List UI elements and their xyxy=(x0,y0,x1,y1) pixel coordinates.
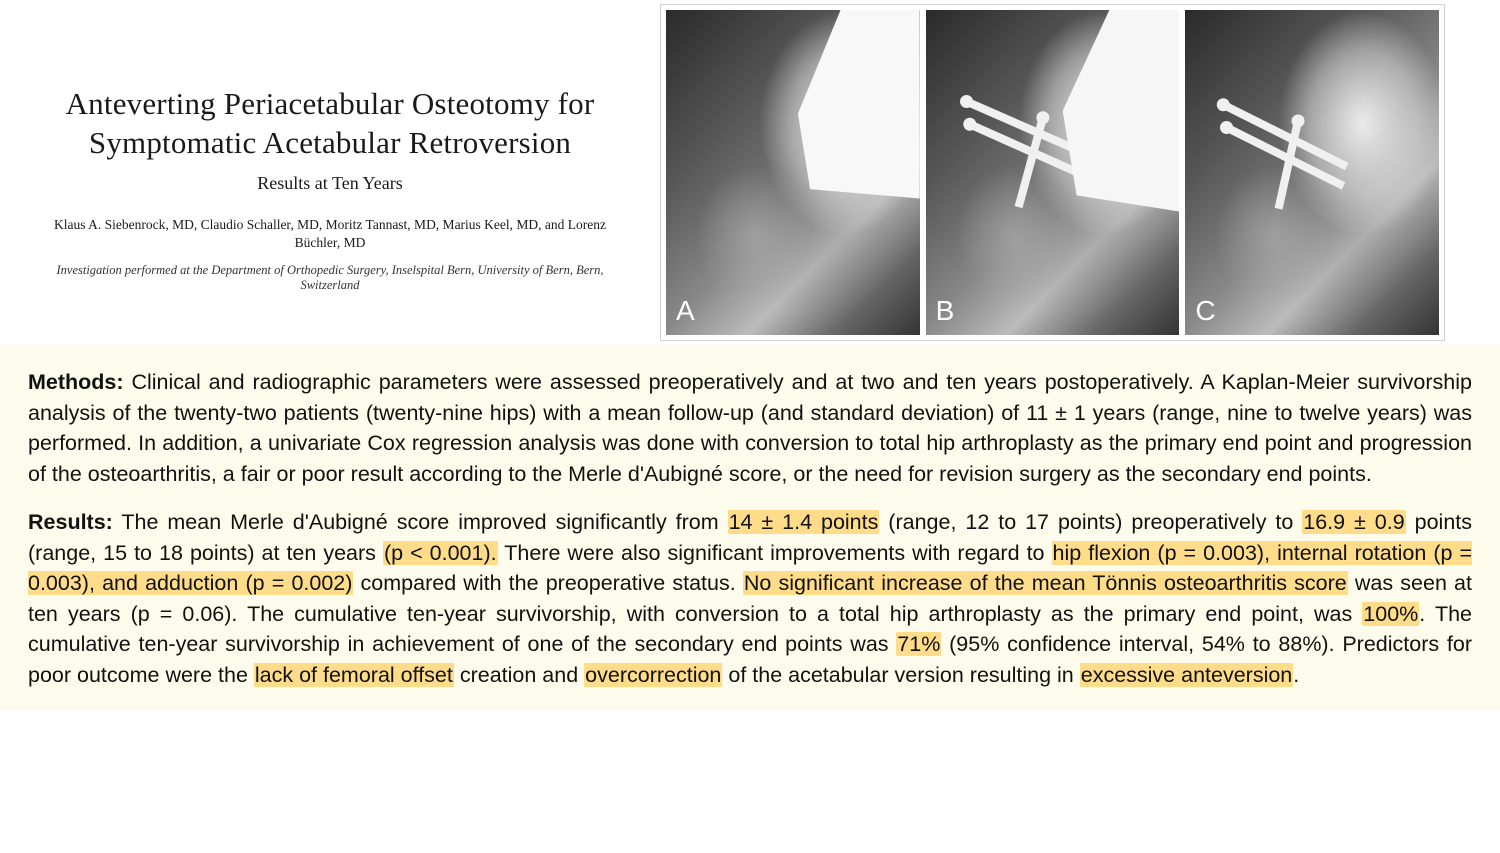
paper-subtitle: Results at Ten Years xyxy=(30,173,630,194)
title-line-2: Symptomatic Acetabular Retroversion xyxy=(89,125,571,160)
results-seg: . xyxy=(1293,663,1299,687)
title-line-1: Anteverting Periacetabular Osteotomy for xyxy=(66,86,595,121)
figure-block: A B xyxy=(660,0,1500,345)
abstract-block: Methods: Clinical and radiographic param… xyxy=(0,345,1500,710)
highlight: (p < 0.001). xyxy=(383,541,498,565)
panel-label: A xyxy=(676,295,695,327)
radiograph-panels: A B xyxy=(660,4,1445,341)
panel-label: B xyxy=(936,295,955,327)
results-seg: The mean Merle d'Aubigné score improved … xyxy=(121,510,727,534)
fixation-screws-icon xyxy=(946,69,1124,232)
abstract-results: Results: The mean Merle d'Aubigné score … xyxy=(28,507,1472,690)
top-row: Anteverting Periacetabular Osteotomy for… xyxy=(0,0,1500,345)
paper-title: Anteverting Periacetabular Osteotomy for… xyxy=(30,85,630,163)
highlight: 16.9 ± 0.9 xyxy=(1302,510,1405,534)
highlight: overcorrection xyxy=(584,663,722,687)
radiograph-panel-c: C xyxy=(1185,10,1439,335)
panel-label: C xyxy=(1195,295,1215,327)
highlight: excessive anteversion xyxy=(1080,663,1294,687)
results-seg: creation and xyxy=(454,663,584,687)
section-label-methods: Methods: xyxy=(28,370,124,394)
section-label-results: Results: xyxy=(28,510,113,534)
radiograph-panel-a: A xyxy=(666,10,920,335)
paper-header: Anteverting Periacetabular Osteotomy for… xyxy=(0,0,660,345)
paper-authors: Klaus A. Siebenrock, MD, Claudio Schalle… xyxy=(30,216,630,254)
results-seg: There were also significant improvements… xyxy=(498,541,1052,565)
fixation-screws-icon xyxy=(1206,69,1384,232)
paper-affiliation: Investigation performed at the Departmen… xyxy=(30,263,630,293)
results-seg: (range, 12 to 17 points) preoperatively … xyxy=(879,510,1302,534)
results-seg: compared with the preoperative status. xyxy=(353,571,742,595)
highlight: lack of femoral offset xyxy=(254,663,454,687)
results-seg: of the acetabular version resulting in xyxy=(722,663,1079,687)
radiograph-panel-b: B xyxy=(926,10,1180,335)
highlight: 100% xyxy=(1362,602,1419,626)
methods-text: Clinical and radiographic parameters wer… xyxy=(28,370,1472,486)
highlight: 14 ± 1.4 points xyxy=(728,510,880,534)
highlight: 71% xyxy=(896,632,941,656)
abstract-methods: Methods: Clinical and radiographic param… xyxy=(28,367,1472,489)
highlight: No significant increase of the mean Tönn… xyxy=(743,571,1348,595)
